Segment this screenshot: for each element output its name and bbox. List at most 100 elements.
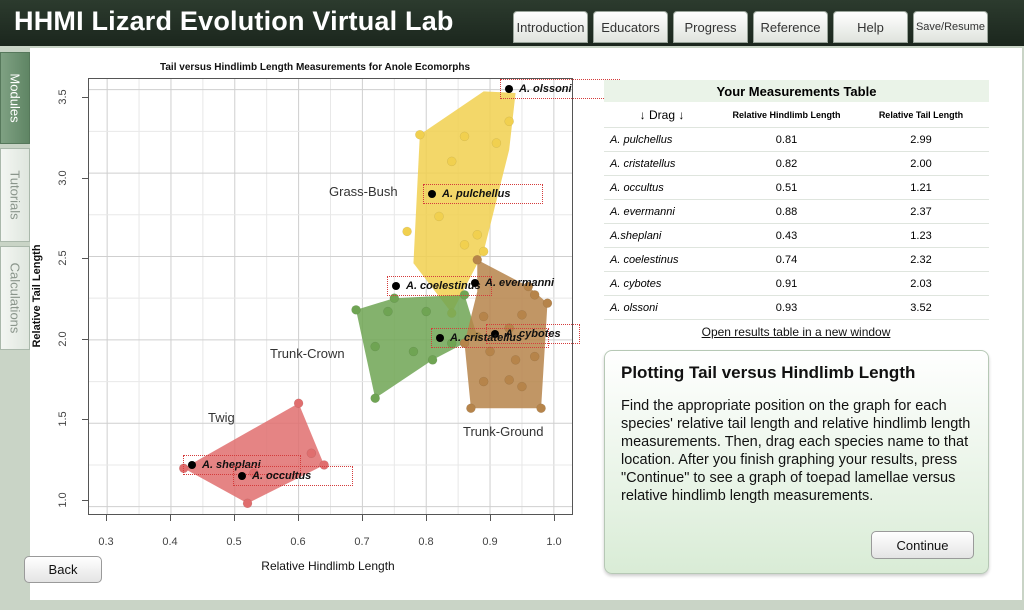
- table-title: Your Measurements Table: [604, 80, 989, 102]
- table-row: A. olssoni 0.93 3.52: [604, 296, 989, 320]
- hindlimb-cell: 0.93: [720, 296, 853, 320]
- x-tick-mark: [426, 515, 427, 521]
- y-tick-label: 3.5: [57, 89, 69, 105]
- instructions-panel: Plotting Tail versus Hindlimb Length Fin…: [604, 350, 989, 574]
- species-tag-olssoni[interactable]: A. olssoni: [500, 79, 620, 99]
- table-row: A. coelestinus 0.74 2.32: [604, 248, 989, 272]
- tab-help[interactable]: Help: [833, 11, 908, 43]
- species-cell[interactable]: A. cristatellus: [604, 152, 720, 176]
- tab-reference[interactable]: Reference: [753, 11, 828, 43]
- x-tick-mark: [362, 515, 363, 521]
- y-tick-mark: [82, 97, 88, 98]
- tab-save-resume[interactable]: Save/Resume: [913, 11, 988, 43]
- hindlimb-column-header: Relative Hindlimb Length: [720, 102, 853, 128]
- x-tick-label: 0.6: [290, 536, 306, 548]
- table-row: A. evermanni 0.88 2.37: [604, 200, 989, 224]
- y-tick-mark: [82, 500, 88, 501]
- chart-title: Tail versus Hindlimb Length Measurements…: [160, 62, 471, 73]
- species-dot: [188, 461, 196, 469]
- species-tag-cristatellus[interactable]: A. cristatellus: [431, 328, 549, 348]
- species-cell[interactable]: A. olssoni: [604, 296, 720, 320]
- x-tick-label: 0.5: [226, 536, 242, 548]
- instructions-title: Plotting Tail versus Hindlimb Length: [621, 363, 916, 382]
- y-tick-label: 1.5: [57, 411, 69, 427]
- table-row: A. cybotes 0.91 2.03: [604, 272, 989, 296]
- tail-cell: 2.03: [853, 272, 989, 296]
- table-row: A. pulchellus 0.81 2.99: [604, 128, 989, 152]
- side-tab-modules[interactable]: Modules: [0, 52, 30, 144]
- y-tick-label: 1.0: [57, 492, 69, 508]
- species-name: A. olssoni: [519, 83, 572, 95]
- plot-frame: [88, 78, 573, 515]
- open-results-link[interactable]: Open results table in a new window: [701, 325, 891, 339]
- x-tick-mark: [490, 515, 491, 521]
- species-tag-evermanni[interactable]: A. evermanni: [466, 273, 566, 293]
- y-tick-mark: [82, 419, 88, 420]
- species-dot: [471, 279, 479, 287]
- hindlimb-cell: 0.91: [720, 272, 853, 296]
- x-tick-label: 0.7: [354, 536, 370, 548]
- tail-cell: 3.52: [853, 296, 989, 320]
- x-tick-label: 0.9: [482, 536, 498, 548]
- tab-introduction[interactable]: Introduction: [513, 11, 588, 43]
- species-cell[interactable]: A. evermanni: [604, 200, 720, 224]
- back-button[interactable]: Back: [24, 556, 102, 583]
- species-dot: [238, 472, 246, 480]
- species-cell[interactable]: A. coelestinus: [604, 248, 720, 272]
- species-cell[interactable]: A.sheplani: [604, 224, 720, 248]
- tail-column-header: Relative Tail Length: [853, 102, 989, 128]
- species-dot: [491, 330, 499, 338]
- region-label-twig: Twig: [208, 410, 235, 425]
- y-tick-label: 2.0: [57, 331, 69, 347]
- x-axis-title: Relative Hindlimb Length: [261, 559, 395, 573]
- x-tick-mark: [106, 515, 107, 521]
- y-tick-mark: [82, 178, 88, 179]
- species-cell[interactable]: A. cybotes: [604, 272, 720, 296]
- table-row: A. occultus 0.51 1.21: [604, 176, 989, 200]
- species-name: A. cristatellus: [450, 332, 523, 344]
- x-tick-mark: [554, 515, 555, 521]
- species-cell[interactable]: A. occultus: [604, 176, 720, 200]
- x-tick-mark: [170, 515, 171, 521]
- species-dot: [505, 85, 513, 93]
- region-label-trunk-crown: Trunk-Crown: [270, 346, 345, 361]
- species-tag-pulchellus[interactable]: A. pulchellus: [423, 184, 543, 204]
- tail-cell: 2.32: [853, 248, 989, 272]
- x-tick-label: 0.3: [98, 536, 114, 548]
- region-label-trunk-ground: Trunk-Ground: [463, 424, 544, 439]
- species-name: A. sheplani: [202, 459, 261, 471]
- species-dot: [428, 190, 436, 198]
- species-dot: [392, 282, 400, 290]
- y-axis-title: Relative Tail Length: [31, 244, 43, 348]
- hindlimb-cell: 0.51: [720, 176, 853, 200]
- species-tag-coelestinus[interactable]: A. coelestinus: [387, 276, 492, 296]
- hindlimb-cell: 0.81: [720, 128, 853, 152]
- tail-cell: 2.00: [853, 152, 989, 176]
- species-tag-occultus[interactable]: A. occultus: [233, 466, 353, 486]
- tab-progress[interactable]: Progress: [673, 11, 748, 43]
- hindlimb-cell: 0.74: [720, 248, 853, 272]
- species-name: A. pulchellus: [442, 188, 511, 200]
- species-cell[interactable]: A. pulchellus: [604, 128, 720, 152]
- app-header: HHMI Lizard Evolution Virtual Lab Introd…: [0, 0, 1024, 46]
- y-tick-label: 2.5: [57, 250, 69, 266]
- side-tab-calculations[interactable]: Calculations: [0, 246, 30, 350]
- species-name: A. occultus: [252, 470, 312, 482]
- app-title: HHMI Lizard Evolution Virtual Lab: [14, 6, 454, 36]
- y-tick-mark: [82, 339, 88, 340]
- x-tick-label: 0.4: [162, 536, 178, 548]
- tail-cell: 2.99: [853, 128, 989, 152]
- side-tab-tutorials[interactable]: Tutorials: [0, 148, 30, 242]
- species-tag-cybotes[interactable]: A. cybotes: [486, 324, 580, 344]
- species-name: A. cybotes: [505, 328, 561, 340]
- tail-cell: 1.21: [853, 176, 989, 200]
- continue-button[interactable]: Continue: [871, 531, 974, 559]
- tab-educators[interactable]: Educators: [593, 11, 668, 43]
- hindlimb-cell: 0.82: [720, 152, 853, 176]
- drag-column-header: ↓ Drag ↓: [604, 102, 720, 128]
- x-tick-label: 1.0: [546, 536, 562, 548]
- region-label-grass-bush: Grass-Bush: [329, 184, 398, 199]
- table-row: A.sheplani 0.43 1.23: [604, 224, 989, 248]
- species-name: A. coelestinus: [406, 280, 481, 292]
- instructions-body: Find the appropriate position on the gra…: [621, 398, 971, 504]
